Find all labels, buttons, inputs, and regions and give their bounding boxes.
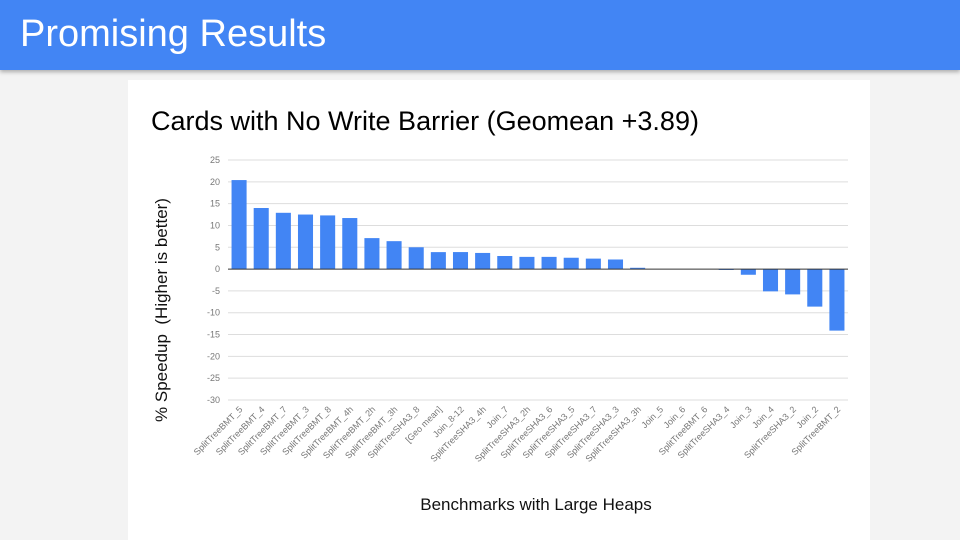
y-tick-label: -10: [207, 308, 220, 318]
bar: [386, 241, 402, 270]
x-tick-label: Join_3: [728, 404, 754, 430]
bar: [541, 256, 557, 270]
y-tick-label: -5: [212, 286, 220, 296]
bar: [630, 267, 646, 270]
bar: [430, 252, 446, 270]
bar: [297, 214, 314, 270]
bar: [452, 252, 469, 270]
bar: [231, 180, 247, 270]
bar: [275, 212, 291, 270]
y-tick-label: -20: [207, 351, 220, 361]
bar: [807, 269, 823, 307]
bar: [740, 269, 756, 275]
bar: [320, 215, 336, 270]
chart-title: Cards with No Write Barrier (Geomean +3.…: [151, 106, 699, 136]
bar: [475, 252, 491, 270]
y-tick-label: 0: [215, 264, 220, 274]
bar: [497, 256, 513, 270]
y-tick-label: 20: [210, 177, 220, 187]
bar: [829, 269, 845, 331]
y-tick-label: 10: [210, 220, 220, 230]
y-tick-label: -25: [207, 373, 220, 383]
bar: [364, 238, 380, 270]
y-tick-label: 5: [215, 242, 220, 252]
y-tick-label: 25: [210, 155, 220, 165]
x-tick-label: Join_5: [639, 404, 665, 430]
y-tick-label: -30: [207, 395, 220, 405]
bar: [408, 247, 424, 270]
header-bar: Promising Results: [0, 0, 960, 70]
bar: [607, 259, 624, 270]
y-tick-label: 15: [210, 199, 220, 209]
x-axis-label: Benchmarks with Large Heaps: [420, 495, 652, 514]
bar: [253, 208, 269, 270]
bar: [785, 269, 801, 295]
bar: [585, 258, 601, 270]
bar: [762, 269, 779, 292]
bar: [519, 256, 535, 270]
chart-card: [128, 80, 870, 540]
bar: [342, 218, 358, 270]
slide-title: Promising Results: [20, 13, 327, 55]
y-tick-label: -15: [207, 330, 220, 340]
bar: [563, 257, 579, 270]
